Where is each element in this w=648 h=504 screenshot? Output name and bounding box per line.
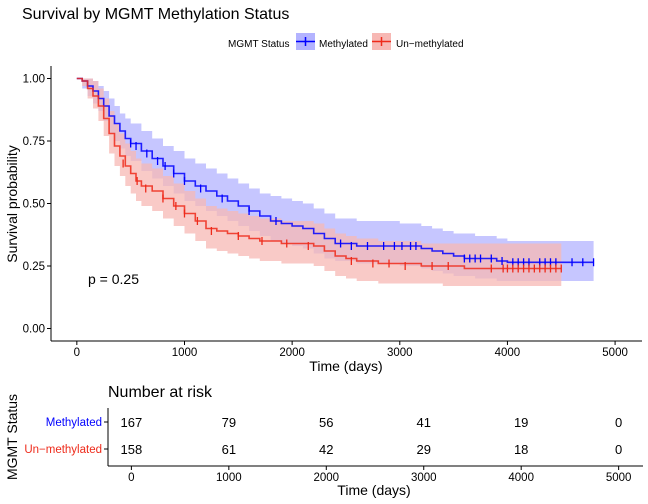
legend-label-unmethylated: Un−methylated	[396, 39, 464, 50]
survival-curve-unmethylated	[76, 77, 562, 270]
x-tick-label: 0	[74, 347, 80, 359]
risk-count-methylated: 0	[615, 415, 622, 430]
chart-title: Survival by MGMT Methylation Status	[22, 6, 289, 23]
risk-x-tick-label: 2000	[313, 472, 339, 484]
risk-count-unmethylated: 158	[121, 442, 143, 457]
plot-area: 0.00 0.25 0.50 0.75 1.00 0 1000 2000 3000 4000 50…	[23, 66, 642, 359]
y-tick-label: 0.50	[23, 199, 45, 211]
risk-count-methylated: 56	[319, 415, 333, 430]
risk-count-methylated: 79	[222, 415, 236, 430]
risk-table-x-ticks: 0 1000 2000 3000 4000 5000	[128, 466, 631, 484]
y-tick-label: 0.25	[23, 261, 45, 273]
risk-row-label-methylated: Methylated	[46, 417, 102, 429]
risk-table-y-axis-label: MGMT Status	[4, 394, 20, 480]
risk-table-rows: Methylated 167 79 56 41 19 0 Un−methylated 158 61…	[24, 415, 622, 457]
x-axis-label: Time (days)	[309, 358, 382, 374]
risk-x-tick-label: 1000	[216, 472, 242, 484]
y-tick-label: 0.00	[23, 324, 45, 336]
risk-x-tick-label: 5000	[606, 472, 632, 484]
x-tick-label: 5000	[602, 347, 628, 359]
p-value-annotation: p = 0.25	[88, 271, 139, 287]
legend: MGMT Status Methylated Un−methylated	[228, 33, 464, 50]
legend-title: MGMT Status	[228, 39, 290, 50]
survival-curve-methylated	[76, 77, 594, 264]
legend-key-unmethylated	[372, 33, 391, 50]
legend-label-methylated: Methylated	[319, 39, 368, 50]
x-tick-label: 3000	[387, 347, 413, 359]
risk-count-methylated: 41	[417, 415, 431, 430]
censor-marks	[122, 139, 595, 273]
x-tick-label: 4000	[495, 347, 521, 359]
confidence-band-unmethylated	[76, 78, 562, 286]
x-tick-label: 2000	[279, 347, 305, 359]
risk-count-unmethylated: 61	[222, 442, 236, 457]
risk-table-title: Number at risk	[108, 384, 213, 401]
y-ticks: 0.00 0.25 0.50 0.75 1.00	[23, 74, 51, 336]
risk-count-unmethylated: 29	[417, 442, 431, 457]
risk-x-tick-label: 4000	[508, 472, 534, 484]
y-tick-label: 0.75	[23, 136, 45, 148]
x-ticks: 0 1000 2000 3000 4000 5000	[74, 341, 628, 359]
legend-key-methylated	[296, 33, 315, 50]
y-tick-label: 1.00	[23, 74, 45, 86]
risk-count-methylated: 19	[514, 415, 528, 430]
risk-x-tick-label: 0	[128, 472, 134, 484]
risk-count-unmethylated: 0	[615, 442, 622, 457]
x-tick-label: 1000	[172, 347, 198, 359]
risk-table-x-axis-label: Time (days)	[337, 482, 410, 498]
risk-row-label-unmethylated: Un−methylated	[24, 444, 102, 456]
risk-count-methylated: 167	[121, 415, 143, 430]
risk-count-unmethylated: 42	[319, 442, 333, 457]
y-axis-label: Survival probability	[4, 145, 20, 263]
survival-curves	[76, 77, 594, 270]
risk-x-tick-label: 3000	[411, 472, 437, 484]
risk-count-unmethylated: 18	[514, 442, 528, 457]
